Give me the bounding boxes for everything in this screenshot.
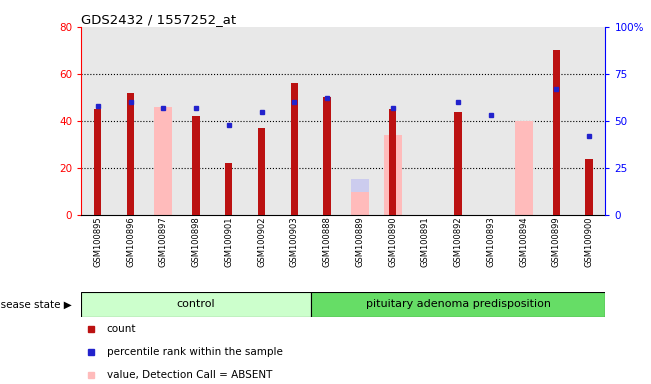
Bar [81,292,311,317]
Bar [351,192,368,215]
Text: GSM100901: GSM100901 [224,217,233,267]
Text: percentile rank within the sample: percentile rank within the sample [107,347,283,357]
Bar [383,135,402,215]
Bar [553,50,560,215]
Text: GSM100889: GSM100889 [355,217,365,267]
Text: GSM100893: GSM100893 [486,217,495,267]
Text: pituitary adenoma predisposition: pituitary adenoma predisposition [366,299,551,310]
Bar [454,112,462,215]
Text: value, Detection Call = ABSENT: value, Detection Call = ABSENT [107,370,272,380]
Text: GSM100891: GSM100891 [421,217,430,267]
Bar [258,128,265,215]
Bar [127,93,134,215]
Bar [389,109,396,215]
Text: GSM100894: GSM100894 [519,217,528,267]
Text: GSM100895: GSM100895 [93,217,102,267]
Bar [154,107,173,215]
Text: GSM100897: GSM100897 [159,217,168,267]
Text: GSM100892: GSM100892 [454,217,463,267]
Bar [193,116,200,215]
Text: GSM100896: GSM100896 [126,217,135,267]
Bar [514,121,533,215]
Bar [383,146,402,215]
Text: control: control [176,299,215,310]
Bar [290,83,298,215]
Text: GSM100903: GSM100903 [290,217,299,267]
Text: GSM100888: GSM100888 [322,217,331,267]
Text: GSM100902: GSM100902 [257,217,266,267]
Bar [94,109,102,215]
Text: GSM100900: GSM100900 [585,217,594,267]
Text: GSM100899: GSM100899 [552,217,561,267]
Bar [324,98,331,215]
Bar [585,159,592,215]
Text: disease state ▶: disease state ▶ [0,299,72,310]
Bar [351,179,368,215]
Bar [225,163,232,215]
Bar [311,292,605,317]
Text: GSM100898: GSM100898 [191,217,201,267]
Text: GSM100890: GSM100890 [388,217,397,267]
Text: count: count [107,324,136,334]
Text: GDS2432 / 1557252_at: GDS2432 / 1557252_at [81,13,236,26]
